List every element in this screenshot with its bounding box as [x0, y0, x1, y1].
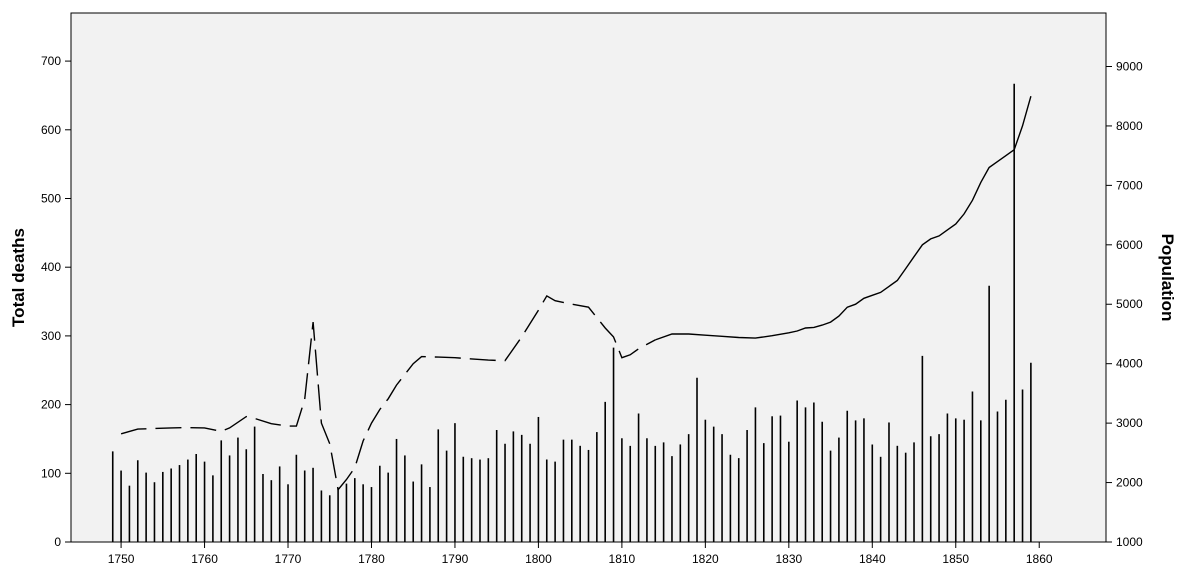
x-tick-label: 1860: [1026, 552, 1053, 566]
y2-tick-label: 9000: [1116, 59, 1143, 73]
x-tick-label: 1800: [525, 552, 552, 566]
y2-tick-label: 3000: [1116, 416, 1143, 430]
y-tick-label: 100: [41, 466, 61, 480]
y2-tick-label: 5000: [1116, 297, 1143, 311]
x-tick-label: 1750: [108, 552, 135, 566]
population-line: [120, 96, 1032, 492]
x-tick-label: 1770: [275, 552, 302, 566]
x-tick-label: 1820: [692, 552, 719, 566]
y2-tick-label: 1000: [1116, 535, 1143, 549]
x-tick-label: 1830: [775, 552, 802, 566]
y2-tick-label: 8000: [1116, 119, 1143, 133]
y2-tick-label: 2000: [1116, 476, 1143, 490]
x-tick-label: 1790: [442, 552, 469, 566]
tick-labels: 0 100 200 300 400 500 600 700 1000 2000 3000 4000 50…: [41, 54, 1143, 566]
y-tick-label: 200: [41, 398, 61, 412]
y-tick-label: 700: [41, 54, 61, 68]
y2-tick-label: 4000: [1116, 357, 1143, 371]
y-tick-label: 300: [41, 329, 61, 343]
y2-tick-label: 6000: [1116, 238, 1143, 252]
y-axis-title: Total deaths: [9, 228, 28, 327]
x-tick-label: 1760: [191, 552, 218, 566]
y-tick-label: 500: [41, 191, 61, 205]
population-line-solid: [655, 96, 1032, 341]
x-tick-label: 1780: [358, 552, 385, 566]
x-tick-label: 1840: [859, 552, 886, 566]
axes: [65, 12, 1112, 548]
plot-frame: [70, 12, 1107, 543]
x-tick-label: 1850: [942, 552, 969, 566]
bar-series: [111, 83, 1032, 542]
x-tick-label: 1810: [609, 552, 636, 566]
y-tick-label: 600: [41, 123, 61, 137]
y2-axis-title: Population: [1158, 234, 1177, 322]
population-line-dashed: [120, 294, 656, 492]
y-tick-label: 400: [41, 260, 61, 274]
y-tick-label: 0: [54, 535, 61, 549]
y2-tick-label: 7000: [1116, 178, 1143, 192]
